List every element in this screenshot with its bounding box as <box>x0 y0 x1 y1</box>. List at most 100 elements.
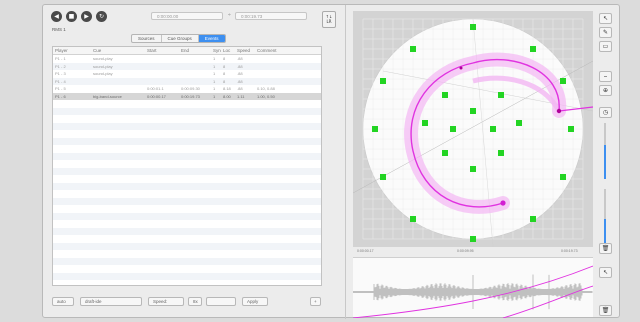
table-row[interactable]: P1 - 5 0:00:01.1 0:00:09.30 1 8.18 .88 0.10, 0… <box>53 85 321 93</box>
speaker-marker <box>442 92 448 98</box>
apply-button[interactable]: Apply <box>242 297 268 306</box>
table-row[interactable] <box>53 107 321 115</box>
table-cell <box>145 70 179 78</box>
table-row[interactable] <box>53 235 321 243</box>
table-row[interactable] <box>53 227 321 235</box>
zoom-tool-button[interactable]: ⊕ <box>599 85 612 96</box>
table-row[interactable] <box>53 167 321 175</box>
column-header[interactable]: Start <box>147 48 157 53</box>
timecode-end-field[interactable]: 0:00:19.73 <box>235 12 307 20</box>
select-tool-button[interactable]: ↖ <box>599 267 612 278</box>
table-row[interactable] <box>53 242 321 250</box>
column-header[interactable] <box>79 47 91 54</box>
column-header[interactable]: Sync <box>213 48 221 53</box>
column-header[interactable]: Speed <box>237 48 251 53</box>
table-row[interactable] <box>53 212 321 220</box>
multiplier-field[interactable]: 8x <box>188 297 202 306</box>
table-row[interactable] <box>53 115 321 123</box>
trash-icon[interactable]: 🗑 <box>599 243 612 254</box>
table-row[interactable] <box>53 100 321 108</box>
table-cell <box>255 78 315 86</box>
table-row[interactable] <box>53 175 321 183</box>
tab-sources[interactable]: Sources <box>132 35 162 42</box>
stop-button[interactable]: ■ <box>66 11 77 22</box>
table-row[interactable] <box>53 160 321 168</box>
trash-icon[interactable]: 🗑 <box>599 305 612 316</box>
loop-button[interactable]: ↻ <box>96 11 107 22</box>
speaker-marker <box>490 126 496 132</box>
mode-select[interactable]: auto <box>52 297 74 306</box>
waveform-canvas[interactable] <box>353 258 593 318</box>
table-row[interactable]: P1 - 4 1 8 .88 <box>53 77 321 86</box>
speaker-marker <box>498 150 504 156</box>
table-cell: .88 <box>237 78 243 84</box>
table-cell: 0:00:19.73 <box>181 93 200 99</box>
spatial-plot-canvas[interactable] <box>353 11 593 247</box>
table-cell: .88 <box>237 86 243 91</box>
add-button[interactable]: + <box>310 297 321 306</box>
automation-line <box>353 265 593 318</box>
rect-tool-button[interactable]: ▭ <box>599 41 612 52</box>
table-cell: P1 - 1 <box>55 56 66 61</box>
column-header[interactable]: Loc <box>223 48 231 53</box>
table-row[interactable]: P1 - 2 sound-play 1 8 .88 <box>53 62 321 71</box>
rewind-button[interactable]: ◀ <box>51 11 62 22</box>
pointer-tool-button[interactable]: ↖ <box>599 13 612 24</box>
column-header[interactable]: Player <box>55 48 68 53</box>
table-row[interactable] <box>53 272 321 280</box>
table-row[interactable]: P1 - 3 sound-play 1 8 .88 <box>53 70 321 78</box>
timecode-start-field[interactable]: 0:00:00.00 <box>151 12 223 20</box>
table-row[interactable] <box>53 220 321 228</box>
table-cell: sound-play <box>93 56 113 61</box>
line-tool-button[interactable]: ⎯ <box>599 71 612 82</box>
play-button[interactable]: ▶ <box>81 11 92 22</box>
speaker-marker <box>568 126 574 132</box>
table-row[interactable] <box>53 145 321 153</box>
table-row[interactable] <box>53 197 321 205</box>
table-cell <box>145 78 179 86</box>
table-row[interactable] <box>53 130 321 138</box>
pen-tool-button[interactable]: ✎ <box>599 27 612 38</box>
orientation-button[interactable]: ↑↓ LR <box>322 11 336 28</box>
column-header[interactable]: End <box>181 48 190 53</box>
speaker-marker <box>516 120 522 126</box>
trajectory-glow <box>472 75 562 113</box>
table-row[interactable] <box>53 152 321 160</box>
table-row[interactable] <box>53 137 321 145</box>
automation-line <box>502 285 593 318</box>
table-row[interactable] <box>53 205 321 213</box>
clock-button[interactable]: ◷ <box>599 107 612 118</box>
lower-level-slider[interactable] <box>604 189 606 243</box>
value-field[interactable] <box>206 297 236 306</box>
column-header[interactable]: Cue <box>93 48 102 53</box>
table-row[interactable] <box>53 265 321 273</box>
table-cell: 8 <box>223 63 226 69</box>
table-cell: 1 <box>213 93 216 99</box>
table-row[interactable] <box>53 190 321 198</box>
split-divider[interactable] <box>345 5 346 319</box>
spatial-plot[interactable] <box>353 11 593 247</box>
tab-cue-groups[interactable]: Cue Groups <box>162 35 199 42</box>
table-cell: P1 - 4 <box>55 78 66 84</box>
waveform-panel[interactable] <box>353 257 593 318</box>
speaker-marker <box>410 216 416 222</box>
table-row[interactable] <box>53 182 321 190</box>
column-header[interactable]: Comment <box>257 48 277 53</box>
table-cell: 8.18 <box>223 86 231 91</box>
table-cell <box>145 63 179 71</box>
table-row[interactable] <box>53 257 321 265</box>
trajectory-point <box>459 66 463 70</box>
upper-level-slider[interactable] <box>604 123 606 179</box>
table-cell <box>79 78 91 86</box>
speed-select[interactable]: Speed: <box>148 297 184 306</box>
table-cell <box>179 55 211 63</box>
rms-label: RMS 1 <box>52 27 66 32</box>
table-cell: 1 <box>213 78 216 84</box>
table-row[interactable]: P1 - 6 big-band-source 0:00:00.17 0:00:19.7… <box>53 92 321 100</box>
source-select[interactable]: draft-ide <box>80 297 142 306</box>
table-row[interactable]: P1 - 1 sound-play 1 8 .88 <box>53 55 321 63</box>
table-row[interactable] <box>53 250 321 258</box>
table-row[interactable] <box>53 122 321 130</box>
table-cell: 1 <box>213 71 216 76</box>
tab-events[interactable]: Events <box>198 35 225 42</box>
